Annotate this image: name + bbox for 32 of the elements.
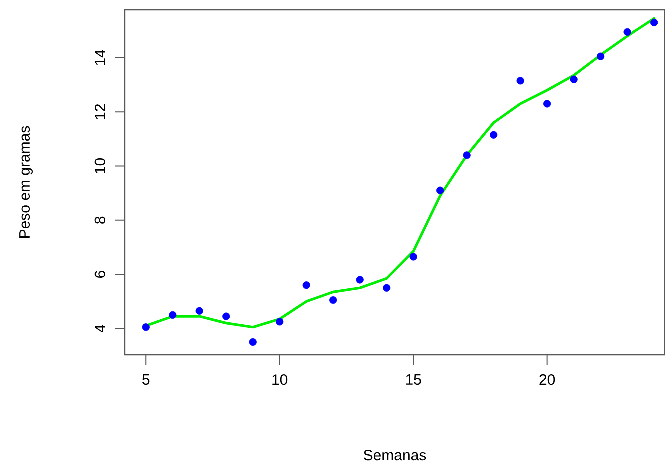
point: [330, 296, 338, 304]
point: [544, 100, 552, 108]
point: [463, 152, 471, 160]
point: [383, 284, 391, 292]
y-tick-label: 10: [94, 158, 106, 174]
point: [169, 311, 177, 319]
point: [142, 324, 150, 332]
point: [356, 276, 364, 284]
point: [597, 52, 605, 60]
y-tick-label: 6: [94, 271, 106, 278]
point: [302, 282, 310, 290]
y-tick-label: 4: [95, 325, 106, 333]
y-tick-label: 8: [94, 216, 106, 224]
point: [249, 338, 257, 346]
point: [436, 186, 444, 194]
x-axis-title: Semanas: [364, 450, 426, 461]
point: [196, 307, 204, 315]
x-tick-label: 20: [540, 374, 556, 386]
point: [410, 253, 418, 261]
y-axis-title: Peso em gramas: [20, 126, 33, 238]
point: [650, 18, 658, 27]
x-tick-label: 5: [142, 374, 150, 385]
point: [624, 28, 632, 36]
point: [222, 312, 230, 320]
point: [276, 318, 284, 326]
point: [490, 131, 498, 139]
y-tick-label: 14: [95, 50, 106, 66]
x-tick-label: 10: [272, 374, 288, 386]
y-tick-label: 12: [94, 104, 106, 120]
x-tick-label: 15: [406, 374, 422, 385]
point: [570, 76, 578, 84]
point: [516, 77, 524, 85]
